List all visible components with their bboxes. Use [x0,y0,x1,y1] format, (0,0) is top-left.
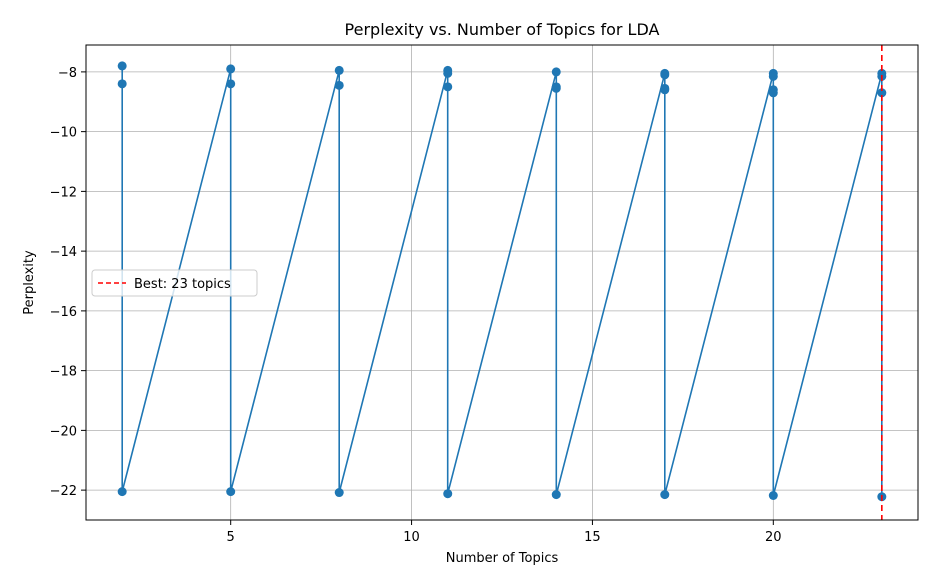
y-tick-label: −22 [50,484,77,499]
data-point [443,82,453,92]
data-point [768,88,778,98]
data-series [117,61,887,502]
data-point [443,489,453,499]
data-point [226,487,236,497]
data-point [660,85,670,95]
legend: Best: 23 topics [91,269,258,297]
y-tick-label: −20 [50,424,77,439]
data-point [117,61,127,71]
y-tick-label: −10 [50,126,77,141]
y-tick-label: −16 [50,305,77,320]
x-tick-label: 5 [227,530,235,545]
data-point [226,79,236,89]
data-point [334,65,344,75]
data-point [551,490,561,500]
grid-lines [86,45,918,520]
data-point [443,68,453,78]
x-tick-label: 10 [403,530,420,545]
y-tick-label: −12 [50,185,77,200]
data-point [226,64,236,74]
data-point [768,71,778,81]
y-axis-label: Perplexity [22,250,37,315]
x-axis-ticks: 5 10 15 20 [227,520,782,545]
data-point [660,490,670,500]
data-point [551,67,561,77]
data-point [660,70,670,80]
y-tick-label: −14 [50,245,77,260]
x-tick-label: 20 [765,530,782,545]
data-point [877,88,887,98]
y-axis-ticks: −8 −10 −12 −14 −16 −18 −20 −22 [50,66,86,499]
data-point [334,80,344,90]
data-point [117,487,127,497]
y-tick-label: −8 [58,66,77,81]
x-tick-label: 15 [584,530,601,545]
legend-box [91,269,258,297]
legend-label: Best: 23 topics [134,277,231,292]
data-point [768,491,778,501]
data-point [117,79,127,89]
data-point [551,83,561,93]
y-tick-label: −18 [50,365,77,380]
chart-title: Perplexity vs. Number of Topics for LDA [345,20,660,39]
plot-area-border [85,44,919,521]
x-axis-label: Number of Topics [446,551,559,566]
data-point [334,488,344,498]
